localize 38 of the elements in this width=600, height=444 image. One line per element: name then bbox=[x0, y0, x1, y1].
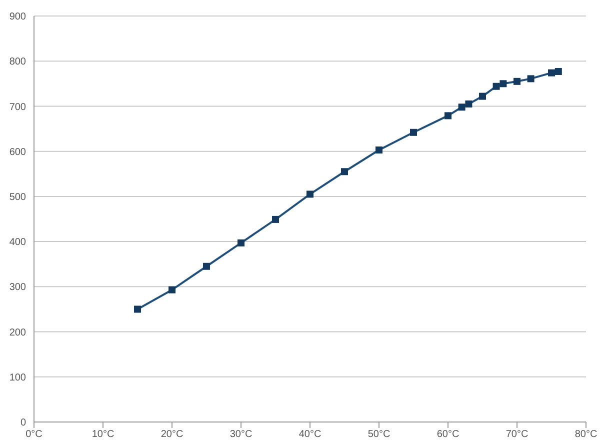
y-tick-label: 600 bbox=[9, 146, 26, 158]
point bbox=[554, 68, 562, 75]
point bbox=[500, 80, 507, 88]
y-tick-label: 700 bbox=[9, 102, 26, 113]
point bbox=[134, 306, 141, 313]
point bbox=[168, 286, 176, 294]
y-tick-label: 500 bbox=[9, 192, 26, 203]
x-tick-label: 50°C bbox=[368, 429, 390, 440]
y-tick-label: 300 bbox=[9, 282, 26, 294]
y-tick-label: 900 bbox=[9, 12, 26, 23]
x-tick-label: 10°C bbox=[92, 429, 114, 440]
point bbox=[458, 104, 466, 111]
x-tick-label: 60°C bbox=[436, 429, 460, 440]
y-tick-label: 200 bbox=[9, 327, 26, 338]
x-tick-label: 20°C bbox=[160, 429, 184, 440]
point bbox=[341, 168, 348, 176]
x-tick-label: 80°C bbox=[574, 429, 598, 440]
point bbox=[527, 75, 534, 82]
point bbox=[479, 92, 486, 100]
point bbox=[548, 69, 555, 76]
y-tick-label: 800 bbox=[9, 56, 26, 68]
point bbox=[272, 216, 279, 223]
y-tick-label: 0 bbox=[20, 418, 26, 429]
point bbox=[238, 239, 244, 246]
x-tick-label: 0°C bbox=[26, 429, 42, 440]
point bbox=[492, 82, 500, 90]
point bbox=[376, 146, 382, 154]
point bbox=[444, 112, 452, 120]
x-tick-label: 40°C bbox=[298, 429, 322, 440]
point bbox=[514, 78, 520, 85]
y-tick-label: 400 bbox=[9, 237, 26, 248]
point bbox=[410, 128, 417, 136]
point bbox=[203, 262, 210, 270]
y-tick-label: 100 bbox=[9, 372, 26, 384]
x-tick-label: 30°C bbox=[230, 429, 252, 440]
x-tick-label: 70°C bbox=[506, 429, 528, 440]
point bbox=[465, 100, 472, 108]
point bbox=[306, 190, 314, 198]
